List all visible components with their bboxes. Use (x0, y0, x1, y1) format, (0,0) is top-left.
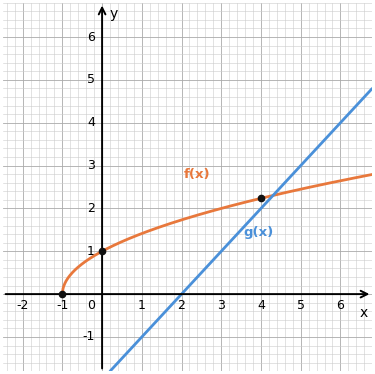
Text: -1: -1 (82, 331, 95, 343)
Text: 6: 6 (336, 299, 344, 312)
Text: 0: 0 (87, 299, 95, 312)
Text: -2: -2 (16, 299, 29, 312)
Text: 2: 2 (178, 299, 186, 312)
Text: g(x): g(x) (243, 226, 273, 239)
Text: 4: 4 (87, 116, 95, 129)
Text: 5: 5 (297, 299, 305, 312)
Text: 1: 1 (87, 245, 95, 258)
Text: 6: 6 (87, 31, 95, 43)
Text: 4: 4 (257, 299, 265, 312)
Text: f(x): f(x) (183, 168, 210, 181)
Text: 3: 3 (87, 159, 95, 172)
Text: -1: -1 (56, 299, 69, 312)
Text: 5: 5 (87, 73, 95, 86)
Text: 1: 1 (138, 299, 146, 312)
Text: 3: 3 (217, 299, 225, 312)
Text: 2: 2 (87, 202, 95, 215)
Text: x: x (360, 306, 368, 320)
Text: y: y (109, 7, 117, 21)
